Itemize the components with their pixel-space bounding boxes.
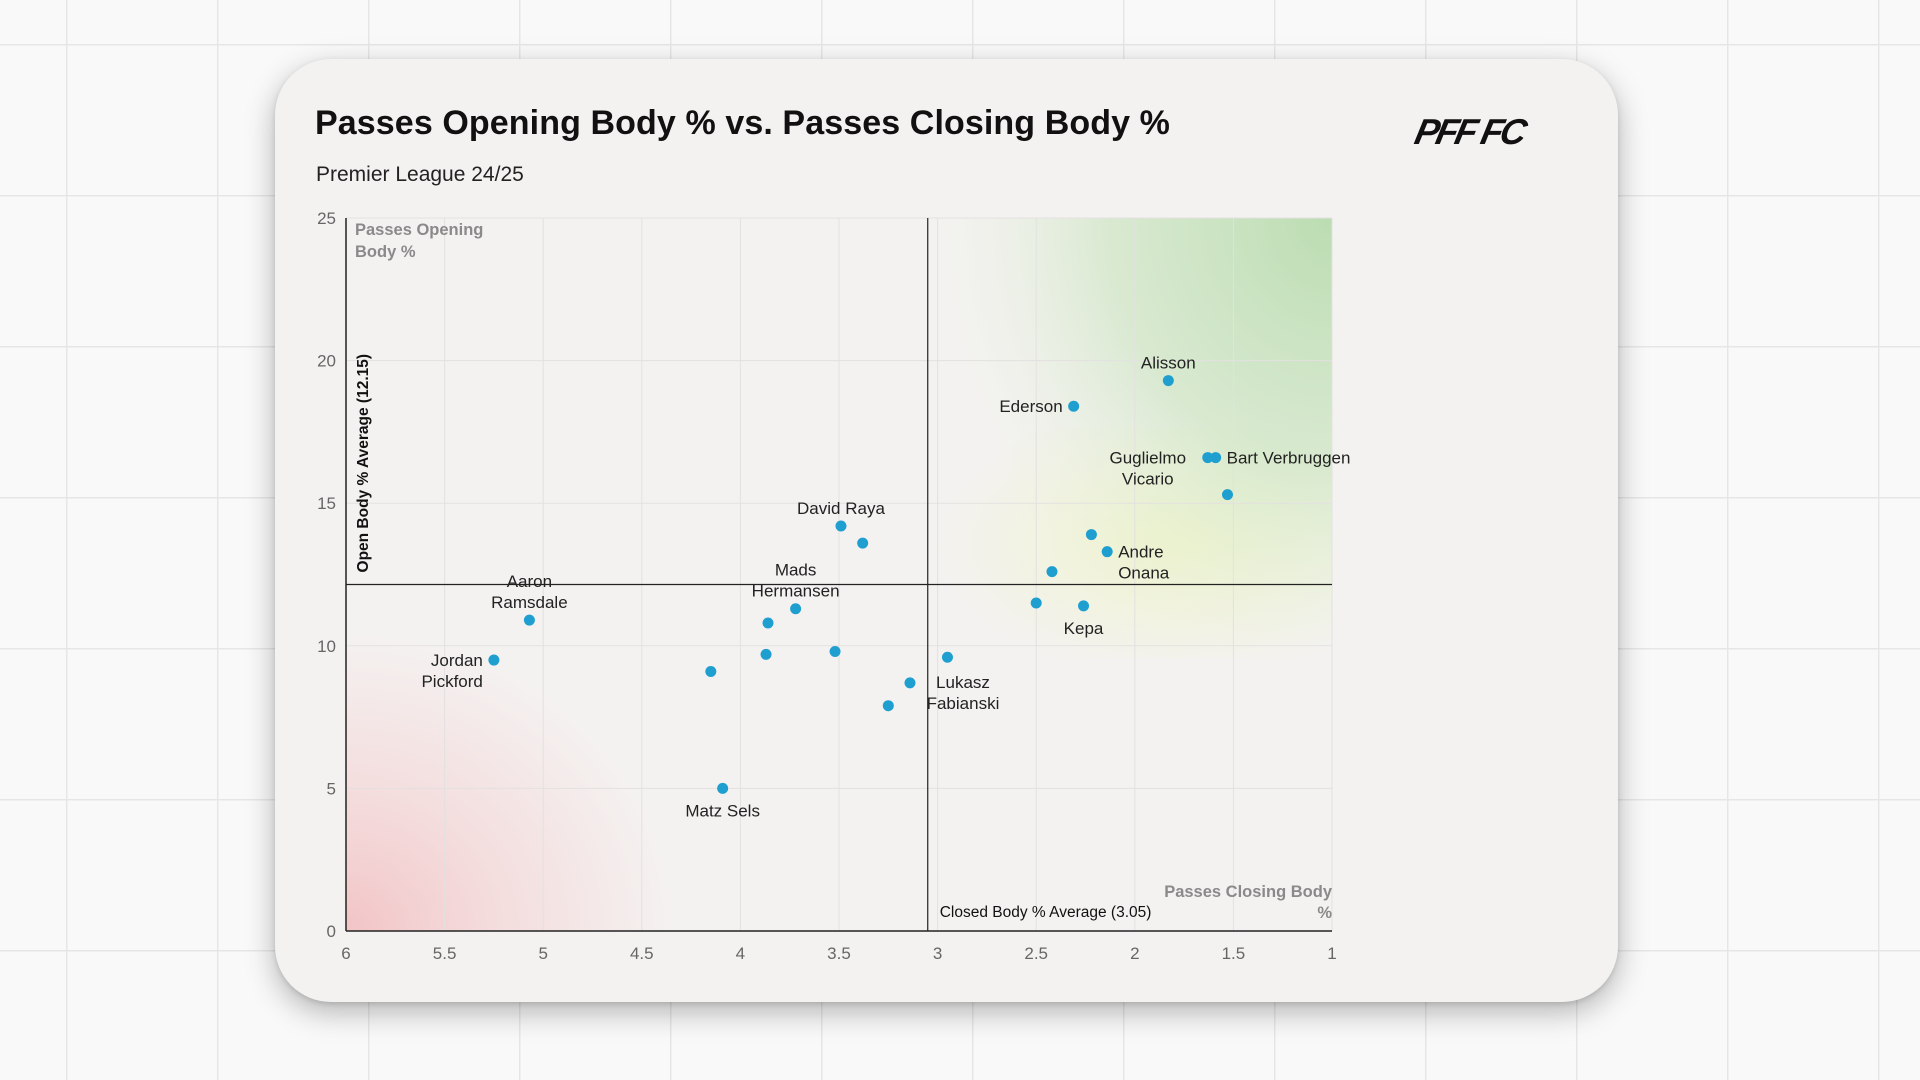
positive-zone — [927, 218, 1332, 668]
x-tick-label: 1.5 — [1222, 944, 1246, 963]
y-axis-title: Body % — [355, 243, 416, 261]
x-tick-label: 4 — [736, 944, 745, 963]
x-tick-label: 6 — [341, 944, 350, 963]
chart-title: Passes Opening Body % vs. Passes Closing… — [315, 104, 1170, 142]
data-point — [762, 617, 774, 629]
y-tick-label: 15 — [317, 494, 336, 513]
data-point — [1202, 452, 1214, 464]
x-axis-title: Passes Closing Body — [1164, 883, 1333, 901]
point-label: Vicario — [1122, 470, 1174, 489]
negative-zone — [346, 631, 676, 931]
x-tick-label: 5.5 — [433, 944, 457, 963]
data-point — [835, 520, 847, 532]
x-tick-label: 1 — [1327, 944, 1336, 963]
chart-card: Passes Opening Body % vs. Passes Closing… — [275, 59, 1618, 1002]
x-tick-label: 2.5 — [1024, 944, 1048, 963]
point-label: Fabianski — [927, 694, 1000, 713]
y-tick-label: 25 — [317, 209, 336, 228]
x-tick-label: 3 — [933, 944, 942, 963]
data-point — [717, 782, 729, 794]
data-point — [760, 648, 772, 660]
y-tick-label: 10 — [317, 637, 336, 656]
scatter-chart: Closed Body % Average (3.05) Open Body % … — [317, 209, 1350, 963]
data-point — [904, 677, 916, 689]
logo-wordmark: PFF FC — [1411, 111, 1531, 151]
point-label: Mads — [775, 561, 817, 580]
x-tick-label: 4.5 — [630, 944, 654, 963]
x-tick-label: 5 — [538, 944, 547, 963]
point-label: Ederson — [999, 397, 1062, 416]
chart-subtitle: Premier League 24/25 — [316, 163, 524, 186]
data-point — [1078, 600, 1090, 612]
data-point — [1046, 566, 1058, 578]
y-axis-title: Passes Opening — [355, 221, 483, 239]
x-axis-title: % — [1317, 904, 1332, 922]
point-label: Pickford — [421, 672, 482, 691]
point-labels: Alisson Ederson Guglielmo Vicario Bart Verbr… — [421, 354, 1350, 821]
data-point — [941, 651, 953, 663]
data-point — [705, 665, 717, 677]
open-body-average-label: Open Body % Average (12.15) — [355, 354, 372, 573]
data-point — [1162, 375, 1174, 387]
data-point — [1068, 400, 1080, 412]
average-lines: Closed Body % Average (3.05) Open Body % … — [346, 218, 1332, 931]
point-label: Hermansen — [752, 582, 840, 601]
point-label: Guglielmo — [1109, 449, 1186, 468]
data-point — [1085, 529, 1097, 541]
point-label: Andre — [1118, 543, 1163, 562]
point-label: Kepa — [1064, 619, 1104, 638]
quadrant-shading — [346, 218, 1332, 931]
data-point — [1030, 597, 1042, 609]
closed-body-average-label: Closed Body % Average (3.05) — [940, 904, 1152, 921]
data-point — [488, 654, 500, 666]
point-label: Alisson — [1141, 354, 1196, 373]
data-point — [1210, 452, 1222, 464]
point-label: Lukasz — [936, 673, 990, 692]
y-tick-label: 5 — [327, 779, 336, 798]
point-label: Jordan — [431, 651, 483, 670]
data-point — [523, 614, 535, 626]
axis-corner-labels: Passes Opening Body % Passes Closing Body% — [355, 221, 1333, 922]
point-label: Onana — [1118, 564, 1170, 583]
data-point — [790, 603, 802, 615]
y-tick-label: 0 — [327, 922, 336, 941]
point-label: Bart Verbruggen — [1227, 449, 1351, 468]
x-tick-label: 2 — [1130, 944, 1139, 963]
data-point — [882, 700, 894, 712]
point-label: David Raya — [797, 499, 885, 518]
data-points — [488, 375, 1233, 794]
pff-fc-logo: PFF FC — [1411, 111, 1531, 151]
point-label: Matz Sels — [685, 801, 760, 820]
point-label: Ramsdale — [491, 593, 568, 612]
data-point — [829, 646, 841, 658]
point-label: Aaron — [507, 572, 552, 591]
data-point — [857, 537, 869, 549]
data-point — [1221, 489, 1233, 501]
x-tick-label: 3.5 — [827, 944, 851, 963]
data-point — [1101, 546, 1113, 558]
axes — [345, 218, 1332, 932]
y-tick-label: 20 — [317, 352, 336, 371]
